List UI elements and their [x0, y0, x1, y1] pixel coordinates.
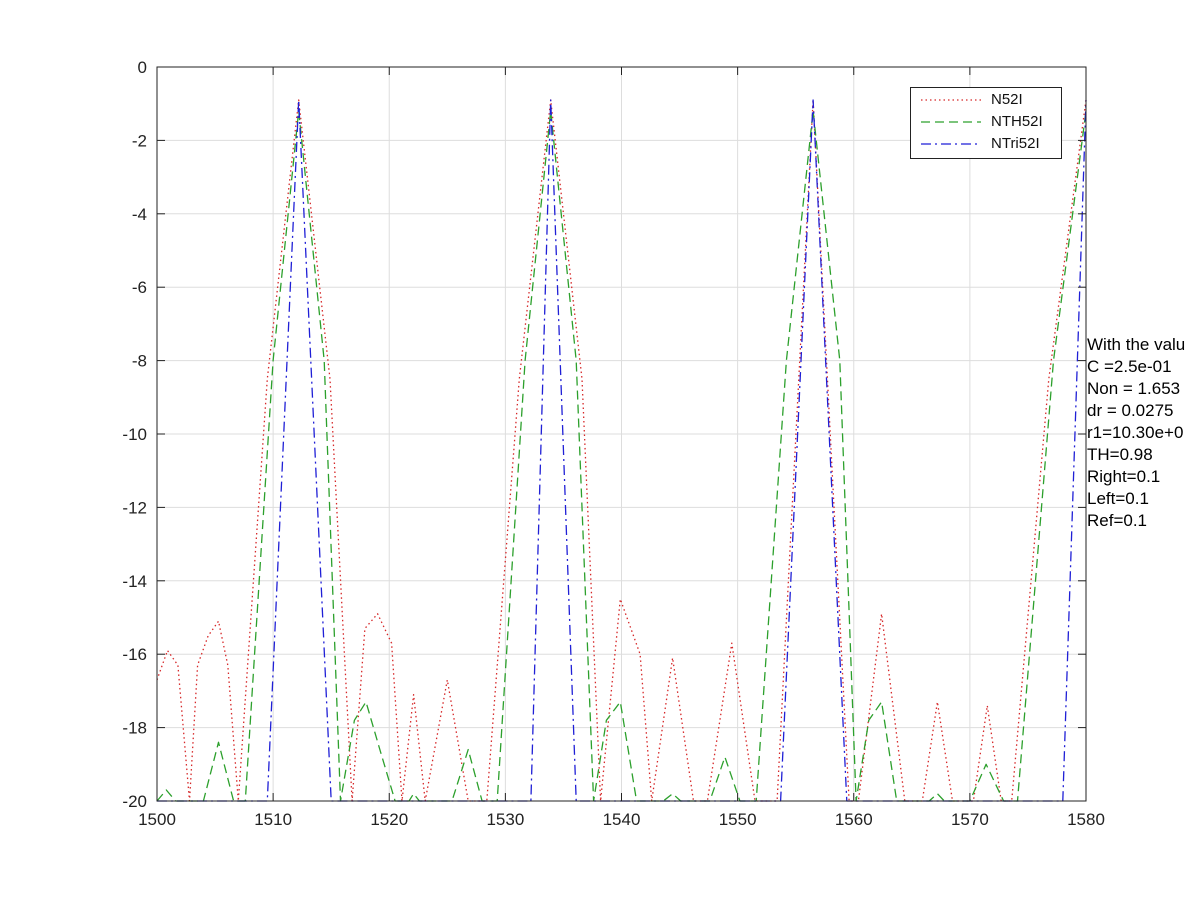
legend-label-ntri52i: NTri52I: [991, 135, 1040, 152]
y-tick-label: -6: [132, 278, 147, 297]
annotation-line: r1=10.30e+0: [1087, 423, 1184, 442]
annotation-line: dr = 0.0275: [1087, 401, 1174, 420]
tick-marks: [156, 66, 1087, 802]
annotation-line: Non = 1.653: [1087, 379, 1181, 398]
y-tick-label: -20: [122, 792, 147, 811]
y-tick-label: -12: [122, 498, 147, 517]
legend-label-nth52i: NTH52I: [991, 113, 1043, 130]
annotation-line: Right=0.1: [1087, 467, 1161, 486]
annotation-line: C =2.5e-01: [1087, 357, 1172, 376]
annotation-line: With the valu: [1087, 335, 1186, 354]
y-tick-label: -16: [122, 645, 147, 664]
x-tick-label: 1580: [1067, 810, 1105, 829]
legend-entry-nth52i: NTH52I: [911, 112, 1061, 132]
y-tick-label: -4: [132, 205, 147, 224]
x-tick-label: 1540: [603, 810, 641, 829]
y-tick-labels: 0 -2 -4 -6 -8 -10 -12 -14 -16 -18 -20: [122, 58, 147, 811]
annotation-line: TH=0.98: [1087, 445, 1153, 464]
y-tick-label: 0: [138, 58, 147, 77]
legend-entry-n52i: N52I: [911, 90, 1061, 110]
y-tick-label: -14: [122, 572, 147, 591]
legend-label-n52i: N52I: [991, 91, 1023, 108]
x-tick-label: 1550: [719, 810, 757, 829]
annotation-line: Left=0.1: [1087, 489, 1149, 508]
x-tick-label: 1530: [486, 810, 524, 829]
x-tick-label: 1560: [835, 810, 873, 829]
legend-entry-ntri52i: NTri52I: [911, 134, 1061, 154]
x-tick-label: 1570: [951, 810, 989, 829]
x-tick-label: 1500: [138, 810, 176, 829]
y-tick-label: -8: [132, 352, 147, 371]
grid-lines: [156, 66, 1087, 802]
parameter-annotation: With the valu C =2.5e-01 Non = 1.653 dr …: [1087, 334, 1185, 532]
y-tick-label: -18: [122, 719, 147, 738]
x-tick-label: 1520: [370, 810, 408, 829]
y-tick-label: -2: [132, 131, 147, 150]
annotation-line: Ref=0.1: [1087, 511, 1148, 530]
y-tick-label: -10: [122, 425, 147, 444]
x-tick-labels: 1500 1510 1520 1530 1540 1550 1560 1570 1580: [138, 810, 1105, 829]
legend: N52I NTH52I NTri52I: [910, 87, 1062, 159]
x-tick-label: 1510: [254, 810, 292, 829]
